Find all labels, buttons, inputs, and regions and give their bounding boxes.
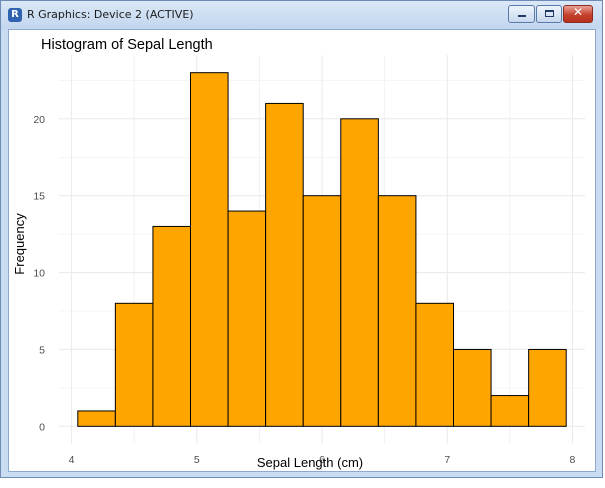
histogram-bars <box>77 72 567 427</box>
histogram-bar <box>340 118 379 427</box>
x-tick-label: 5 <box>194 454 200 466</box>
maximize-button[interactable] <box>536 5 562 23</box>
histogram-bar <box>190 72 229 427</box>
histogram-bar <box>528 348 567 427</box>
x-tick-label: 8 <box>570 454 576 466</box>
histogram-bar <box>152 225 192 427</box>
title-bar[interactable]: R R Graphics: Device 2 (ACTIVE) ✕ <box>1 1 602 29</box>
histogram-bar <box>377 195 417 427</box>
histogram-bar <box>453 348 492 427</box>
histogram-bar <box>114 302 154 427</box>
y-tick-label: 0 <box>39 421 45 433</box>
x-tick-labels: 4 5 6 7 8 <box>69 454 576 466</box>
close-icon: ✕ <box>572 5 584 19</box>
histogram-bar <box>415 302 454 427</box>
histogram-chart: 4 5 6 7 8 0 5 10 15 20 Histogram of Sepal Length… <box>12 37 585 470</box>
y-tick-label: 10 <box>33 268 45 280</box>
window-title: R Graphics: Device 2 (ACTIVE) <box>27 8 194 21</box>
r-logo-icon: R <box>8 8 22 22</box>
minimize-icon <box>518 15 526 17</box>
y-axis-label: Frequency <box>12 213 27 275</box>
close-button[interactable]: ✕ <box>563 5 593 23</box>
chart-title: Histogram of Sepal Length <box>41 37 213 53</box>
minimize-button[interactable] <box>508 5 535 23</box>
x-tick-label: 6 <box>319 454 325 466</box>
y-tick-label: 5 <box>39 344 45 356</box>
histogram-bar <box>302 195 342 427</box>
x-tick-label: 7 <box>444 454 450 466</box>
x-tick-label: 4 <box>69 454 75 466</box>
y-tick-label: 20 <box>33 114 45 126</box>
histogram-bar <box>265 102 304 427</box>
histogram-bar <box>77 410 116 427</box>
y-tick-labels: 0 5 10 15 20 <box>33 114 45 434</box>
x-axis-label: Sepal Length (cm) <box>257 455 363 470</box>
histogram-bar <box>227 210 267 427</box>
y-tick-label: 15 <box>33 191 45 203</box>
histogram-bar <box>490 395 530 427</box>
r-graphics-window: R R Graphics: Device 2 (ACTIVE) ✕ 4 5 6 7 8 … <box>0 0 603 478</box>
maximize-icon <box>545 10 554 17</box>
plot-area: 4 5 6 7 8 0 5 10 15 20 Histogram of Sepal Length… <box>8 29 596 472</box>
